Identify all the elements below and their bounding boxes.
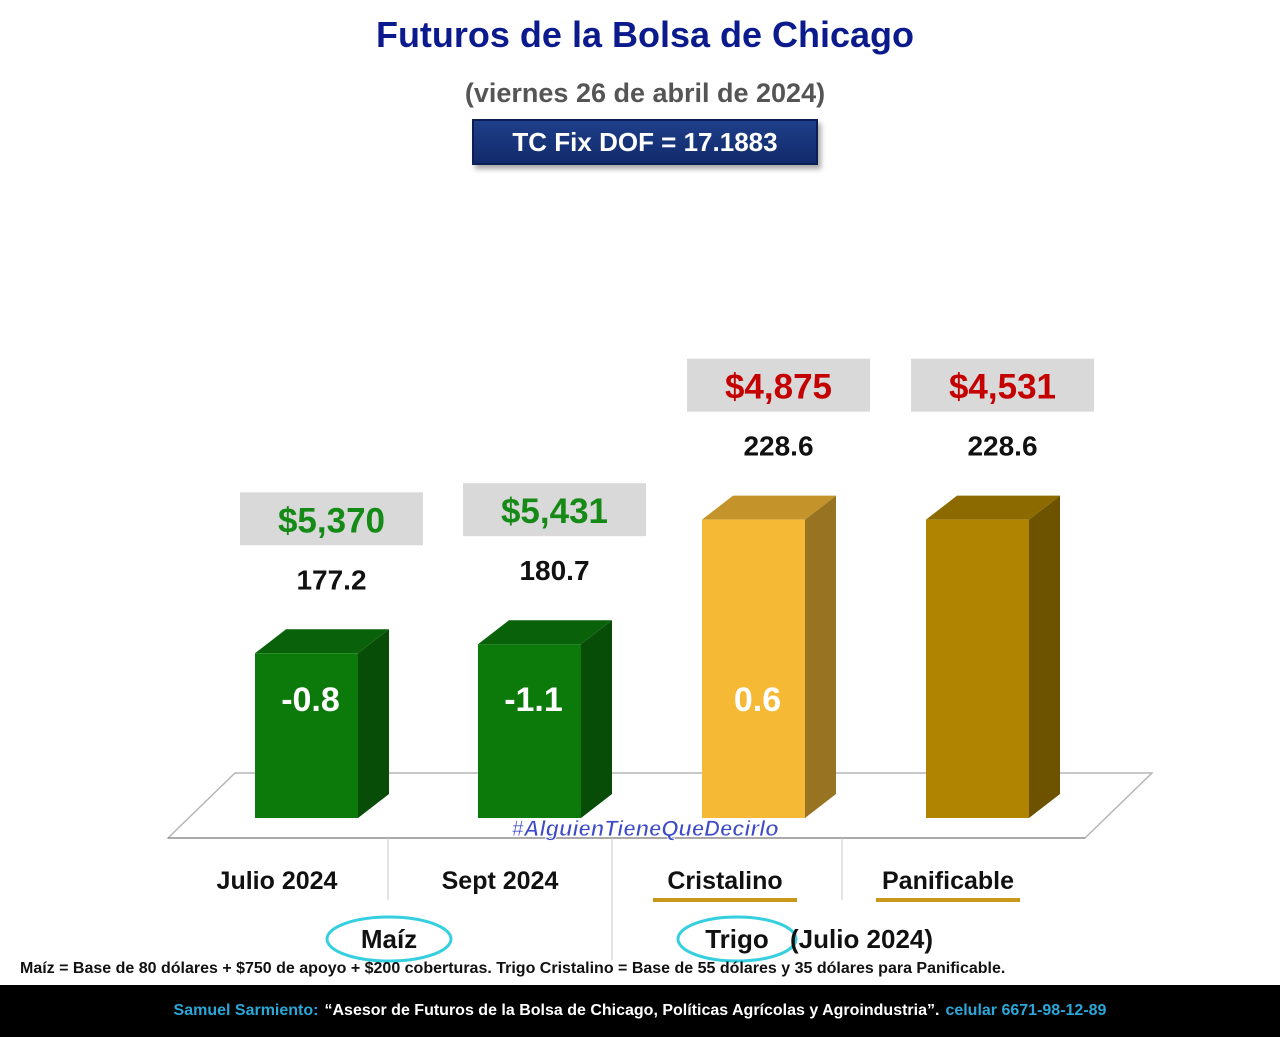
category-label: Cristalino xyxy=(667,867,782,895)
bar-value-label: 180.7 xyxy=(519,555,589,586)
group-label-trigo: Trigo xyxy=(705,924,769,954)
watermark-hashtag: #AlguienTieneQueDecirlo xyxy=(511,816,778,841)
bar-top xyxy=(702,495,836,520)
price-box xyxy=(911,358,1094,412)
bar-2 xyxy=(478,620,612,818)
category-underline xyxy=(653,898,797,902)
bar-1 xyxy=(255,629,389,818)
bar-side xyxy=(1029,495,1060,818)
chart-floor xyxy=(166,772,1154,960)
footer-author: Samuel Sarmiento: xyxy=(173,1002,319,1019)
bar-value-label: 228.6 xyxy=(967,431,1037,462)
bar-chart: -0.8 177.2 $5,370 Julio 2024 -1.1 180.7 $5,431… xyxy=(166,358,1154,963)
bar-value-label: 228.6 xyxy=(743,431,813,462)
bar-side xyxy=(358,629,389,818)
bar-front xyxy=(255,653,358,818)
bar-side xyxy=(581,620,612,818)
bar-value-label: 177.2 xyxy=(296,564,366,595)
price-label: $5,431 xyxy=(501,492,608,531)
price-label: $4,875 xyxy=(725,368,832,407)
price-box xyxy=(463,483,646,537)
group-label-suffix: (Julio 2024) xyxy=(790,924,933,954)
bar-top xyxy=(478,620,612,645)
footer-phone: celular 6671-98-12-89 xyxy=(945,1002,1107,1019)
bar-4 xyxy=(926,495,1060,818)
bar-front xyxy=(926,519,1029,818)
price-box xyxy=(687,358,870,412)
price-label: $4,531 xyxy=(949,368,1056,407)
footer-quote: “Asesor de Futuros de la Bolsa de Chicag… xyxy=(324,1002,940,1019)
category-label: Panificable xyxy=(882,867,1014,895)
bar-change-label: 0.6 xyxy=(734,681,781,719)
bar-change-label: -1.1 xyxy=(504,681,563,719)
bar-top xyxy=(255,629,389,654)
bar-change-label: -0.8 xyxy=(281,681,340,719)
page-subtitle: (viernes 26 de abril de 2024) xyxy=(464,78,826,108)
price-box xyxy=(240,492,423,546)
bar-top xyxy=(926,495,1060,520)
category-underline xyxy=(876,898,1020,902)
exchange-rate-badge: TC Fix DOF = 17.1883 xyxy=(472,119,818,165)
group-highlight-circle xyxy=(325,915,453,963)
footnote: Maíz = Base de 80 dólares + $750 de apoy… xyxy=(20,960,1006,977)
page-title: Futuros de la Bolsa de Chicago xyxy=(375,14,915,55)
group-label-maiz: Maíz xyxy=(361,924,417,954)
group-highlight-circle xyxy=(676,915,798,963)
exchange-rate-label: TC Fix DOF = 17.1883 xyxy=(512,126,778,157)
category-label: Julio 2024 xyxy=(217,867,338,895)
category-label: Sept 2024 xyxy=(442,867,559,895)
bar-front xyxy=(478,644,581,818)
bar-front xyxy=(702,519,805,818)
bar-side xyxy=(805,495,836,818)
price-label: $5,370 xyxy=(278,501,385,540)
bar-3 xyxy=(702,495,836,818)
footer-bar: Samuel Sarmiento: “Asesor de Futuros de … xyxy=(0,985,1280,1037)
